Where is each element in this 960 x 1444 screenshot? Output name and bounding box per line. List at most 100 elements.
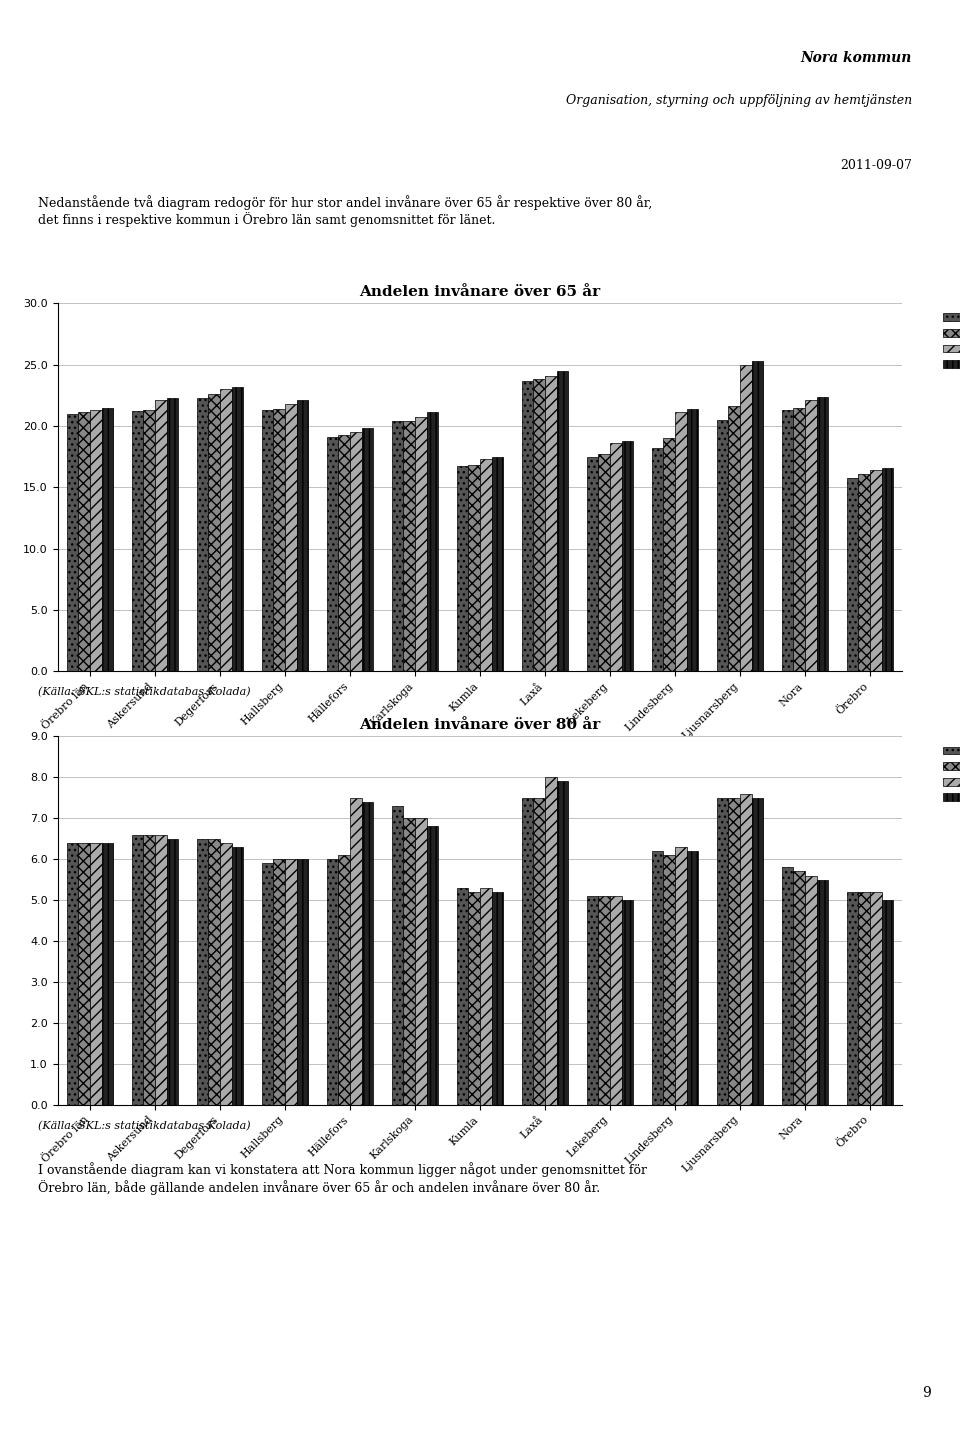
Bar — [231, 387, 244, 671]
Bar — [752, 361, 763, 671]
Bar — [521, 381, 534, 671]
Bar — [663, 438, 675, 671]
Bar — [598, 895, 610, 1105]
Text: Nora kommun: Nora kommun — [801, 51, 912, 65]
Bar — [220, 843, 231, 1105]
Legend: 2007, 2008, 2009, 2010: 2007, 2008, 2009, 2010 — [939, 742, 960, 807]
Bar — [90, 843, 102, 1105]
Bar — [415, 417, 426, 671]
Bar — [881, 468, 894, 671]
Bar — [132, 412, 143, 671]
Bar — [793, 407, 804, 671]
Bar — [804, 400, 817, 671]
Bar — [740, 365, 752, 671]
Legend: 2007, 2008, 2009, 2010: 2007, 2008, 2009, 2010 — [939, 309, 960, 374]
Bar — [468, 465, 480, 671]
Bar — [143, 835, 156, 1105]
Bar — [362, 429, 373, 671]
Bar — [545, 375, 557, 671]
Bar — [492, 456, 503, 671]
Bar — [804, 875, 817, 1105]
Bar — [167, 839, 179, 1105]
Bar — [167, 397, 179, 671]
Bar — [480, 459, 492, 671]
Bar — [338, 855, 350, 1105]
Bar — [297, 859, 308, 1105]
Text: Nedanstående två diagram redogör för hur stor andel invånare över 65 år respekti: Nedanstående två diagram redogör för hur… — [38, 195, 653, 227]
Bar — [534, 797, 545, 1105]
Bar — [220, 388, 231, 671]
Bar — [858, 892, 870, 1105]
Bar — [858, 474, 870, 671]
Bar — [610, 443, 622, 671]
Bar — [870, 892, 881, 1105]
Bar — [326, 438, 338, 671]
Bar — [881, 900, 894, 1105]
Bar — [362, 801, 373, 1105]
Bar — [663, 855, 675, 1105]
Bar — [285, 404, 297, 671]
Bar — [274, 409, 285, 671]
Bar — [392, 422, 403, 671]
Text: (Källa: SKL:s statistikdatabas Kolada): (Källa: SKL:s statistikdatabas Kolada) — [38, 687, 251, 697]
Bar — [285, 859, 297, 1105]
Bar — [79, 843, 90, 1105]
Bar — [350, 432, 362, 671]
Bar — [557, 781, 568, 1105]
Bar — [426, 826, 439, 1105]
Bar — [793, 872, 804, 1105]
Bar — [817, 879, 828, 1105]
Bar — [675, 846, 686, 1105]
Bar — [262, 410, 274, 671]
Bar — [781, 868, 793, 1105]
Bar — [752, 797, 763, 1105]
Bar — [274, 859, 285, 1105]
Bar — [66, 843, 79, 1105]
Bar — [729, 406, 740, 671]
Text: I ovanstående diagram kan vi konstatera att Nora kommun ligger något under genom: I ovanstående diagram kan vi konstatera … — [38, 1162, 647, 1194]
Bar — [156, 835, 167, 1105]
Bar — [557, 371, 568, 671]
Bar — [66, 413, 79, 671]
Bar — [197, 839, 208, 1105]
Bar — [297, 400, 308, 671]
Bar — [392, 806, 403, 1105]
Bar — [740, 794, 752, 1105]
Bar — [652, 851, 663, 1105]
Bar — [729, 797, 740, 1105]
Bar — [622, 900, 634, 1105]
Bar — [197, 397, 208, 671]
Bar — [870, 471, 881, 671]
Text: KPMG: KPMG — [55, 94, 99, 108]
Bar — [132, 835, 143, 1105]
Bar — [102, 843, 113, 1105]
Bar — [262, 864, 274, 1105]
Bar — [847, 478, 858, 671]
Bar — [587, 456, 598, 671]
Text: (Källa: SKL:s statistikdatabas Kolada): (Källa: SKL:s statistikdatabas Kolada) — [38, 1121, 251, 1131]
Bar — [90, 410, 102, 671]
Title: Andelen invånare över 65 år: Andelen invånare över 65 år — [359, 286, 601, 299]
Title: Andelen invånare över 80 år: Andelen invånare över 80 år — [359, 719, 601, 732]
Bar — [492, 892, 503, 1105]
Text: 2011-09-07: 2011-09-07 — [840, 159, 912, 172]
Bar — [598, 455, 610, 671]
Bar — [156, 400, 167, 671]
Bar — [338, 435, 350, 671]
Bar — [326, 859, 338, 1105]
Bar — [457, 888, 468, 1105]
Bar — [143, 410, 156, 671]
Bar — [847, 892, 858, 1105]
Bar — [521, 797, 534, 1105]
Bar — [403, 422, 415, 671]
Bar — [231, 846, 244, 1105]
Bar — [716, 420, 729, 671]
Bar — [587, 895, 598, 1105]
Bar — [403, 819, 415, 1105]
Bar — [480, 888, 492, 1105]
Bar — [610, 895, 622, 1105]
Bar — [415, 819, 426, 1105]
Bar — [686, 851, 698, 1105]
Bar — [457, 466, 468, 671]
Bar — [686, 409, 698, 671]
